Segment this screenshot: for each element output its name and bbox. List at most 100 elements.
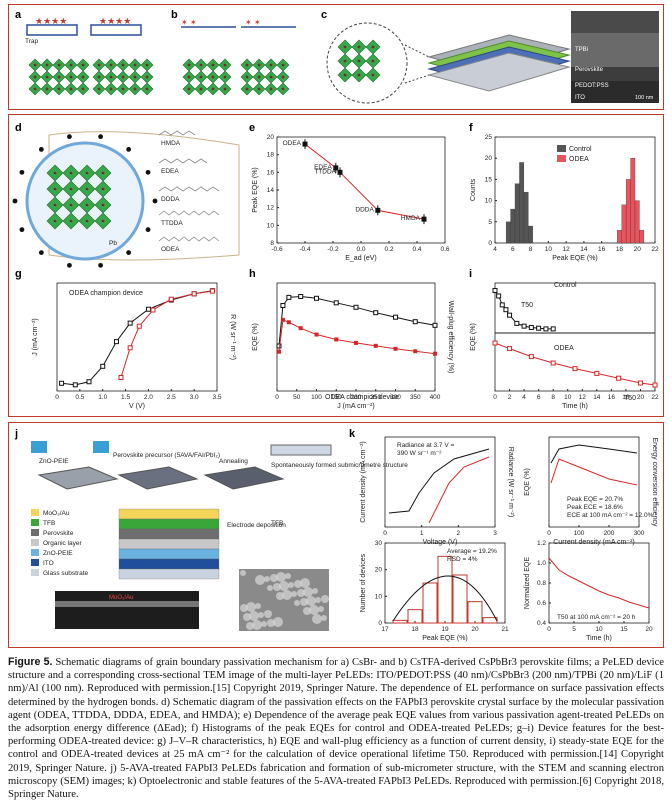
h-wpe-point	[413, 349, 418, 354]
passivation-dot	[12, 198, 18, 204]
g-frame	[56, 282, 218, 392]
h-frame	[276, 282, 436, 392]
h-eqe-point	[280, 303, 286, 308]
sem-grain	[285, 573, 291, 579]
chart-g: 0 0.5 1.0 1.5 2.0 2.5 3.0 3.5 V (V) J (mA cm⁻²) R …	[32, 282, 236, 410]
trap-label-a: Trap	[25, 38, 39, 45]
g-j-point	[86, 379, 92, 385]
g-y2label: R (W sr⁻¹ m⁻²)	[229, 314, 236, 360]
h-wpe-point	[314, 332, 319, 337]
lattice-atom	[121, 87, 125, 91]
h-eqe-point	[412, 319, 418, 325]
k-stab-xtick-label: 15	[620, 626, 628, 633]
sem-grain	[246, 622, 254, 630]
g-r-point	[191, 291, 197, 297]
k-hist-ytick-label: 0	[378, 620, 382, 627]
sem-grain	[273, 617, 283, 627]
sem-grain	[321, 615, 327, 621]
lattice-atom	[97, 63, 101, 67]
lattice-atom	[121, 63, 125, 67]
k-eqe-xtick-label: 100	[574, 530, 585, 537]
lattice-atom	[69, 203, 73, 207]
lattice-atom	[81, 75, 85, 79]
lattice-atom	[85, 187, 89, 191]
g-r-point	[150, 307, 156, 313]
j-stack-label: ZnO-PEIE	[43, 550, 73, 557]
schematic-c: TPBi Perovskite PEDOT:PSS ITO 100 nm	[326, 11, 659, 104]
e-ytick-label: 8	[270, 240, 274, 247]
h-eqe-point	[298, 294, 304, 299]
i-odea-point	[492, 340, 498, 346]
lattice-atom	[245, 75, 249, 79]
h-xlabel: J (mA cm⁻²)	[337, 403, 375, 410]
i-odea-point	[652, 382, 658, 388]
lattice-atom	[371, 59, 375, 63]
e-xtick-label: -0.6	[271, 246, 283, 253]
i-odea-point	[594, 370, 600, 376]
label-f: f	[469, 122, 473, 134]
g-r-point	[209, 288, 215, 294]
lattice-atom	[53, 171, 57, 175]
e-frame	[276, 136, 446, 244]
h-wpe-point	[373, 343, 378, 348]
k-hist-ytick-label: 10	[375, 593, 383, 600]
h-wpe-point	[286, 320, 291, 325]
k-eqe-xlabel: Current density (mA cm⁻²)	[553, 539, 635, 546]
h-ylabel: EQE (%)	[252, 323, 259, 351]
lattice-atom	[281, 63, 285, 67]
k-hist-ytick-label: 20	[375, 567, 383, 574]
lattice-atom	[57, 75, 61, 79]
j-stack-swatch	[31, 539, 39, 546]
lattice-atom	[85, 219, 89, 223]
g-j-point	[72, 382, 78, 388]
lattice-atom	[245, 87, 249, 91]
i-control-point	[536, 325, 542, 331]
i-control-point	[543, 326, 549, 332]
k-jv-xtick-label: 3	[493, 530, 497, 537]
tem-tpbi: TPBi	[575, 47, 588, 53]
k-stab-note: T50 at 100 mA cm⁻² = 20 h	[557, 614, 636, 621]
mol-ddda: DDDA	[161, 196, 180, 203]
h-xtick-label: 50	[293, 394, 301, 401]
e-ytick-label: 14	[267, 187, 275, 194]
label-h: h	[249, 268, 256, 280]
i-legend-odea: ODEA	[554, 345, 574, 352]
sem-grain	[267, 619, 275, 627]
j-precursor: Perovskite precursor (5AVA/FAI/PbI₂)	[113, 452, 220, 459]
sem-grain	[300, 578, 310, 588]
f-xtick-label: 6	[511, 246, 515, 253]
i-xlabel: Time (h)	[562, 403, 588, 410]
passivation-dot	[67, 134, 72, 140]
chart-h: 0 50 100 150 200 250 300 350 400 J (mA cm⁻²) EQE (…	[252, 282, 454, 410]
j-stack-label: MoO₃/Au	[43, 510, 70, 517]
i-xtick-label: 14	[593, 394, 601, 401]
i-control-point	[507, 312, 513, 318]
sem-grain	[315, 597, 321, 603]
g-r-point	[136, 323, 142, 329]
f-bar	[510, 208, 516, 244]
f-xtick-label: 14	[580, 246, 588, 253]
lattice-atom	[211, 75, 215, 79]
k-hist-xtick-label: 20	[471, 626, 479, 633]
j-stack-swatch	[31, 509, 39, 516]
lattice-atom	[281, 87, 285, 91]
legend-pb: Pb	[109, 240, 117, 247]
lattice-atom	[145, 75, 149, 79]
i-odea-point	[507, 346, 513, 352]
j-stack-label: ITO	[43, 560, 54, 567]
lattice-atom	[187, 75, 191, 79]
k-hist-bar	[437, 555, 453, 624]
i-xtick-label: 16	[608, 394, 616, 401]
label-k: k	[349, 428, 356, 440]
lattice-atom	[69, 87, 73, 91]
e-ylabel: Peak EQE (%)	[252, 167, 259, 213]
j-stack-layer	[118, 548, 220, 560]
lattice-atom	[57, 87, 61, 91]
chart-k-eqe: 0 100 200 300 Current density (mA cm⁻²) EQE (…	[524, 436, 658, 546]
k-stab-ytick-label: 0.8	[537, 580, 546, 587]
lattice-atom	[101, 203, 105, 207]
label-e: e	[249, 122, 255, 134]
f-ytick-label: 20	[485, 155, 493, 162]
g-r-point	[168, 296, 174, 302]
f-bar	[621, 204, 627, 244]
